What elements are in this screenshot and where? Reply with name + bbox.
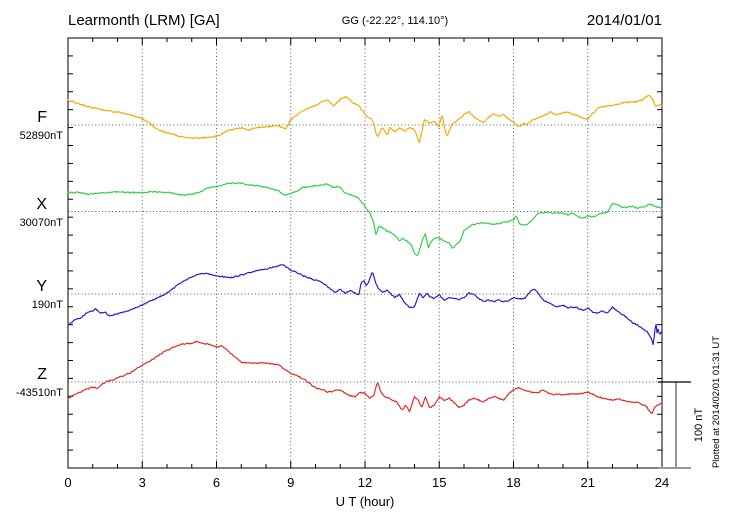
channel-value-z: -43510nT [16,387,63,399]
date-label: 2014/01/01 [587,12,662,29]
x-tick-label-6: 6 [213,475,220,490]
x-tick-label-3: 3 [139,475,146,490]
plot-area [67,37,691,469]
plotted-at-label: Plotted at 2014/02/01 01:31 UT [711,336,722,468]
x-tick-label-18: 18 [506,475,520,490]
trace-Y [67,264,663,346]
coordinates-label: GG (-22.22°, 114.10°) [342,15,448,27]
scale-bar-label: 100 nT [693,408,705,443]
channel-label-y: Y [36,278,47,295]
x-tick-label-24: 24 [655,475,669,490]
trace-F [67,94,663,144]
x-tick-label-21: 21 [581,475,595,490]
plot-frame [67,37,663,469]
trace-Z [67,340,663,414]
channel-value-f: 52890nT [20,130,64,142]
trace-X [67,182,663,256]
channel-value-x: 30070nT [20,217,64,229]
x-axis-title: U T (hour) [336,494,395,509]
channel-label-z: Z [37,366,47,383]
channel-label-f: F [37,109,47,126]
x-tick-label-12: 12 [358,475,372,490]
station-title: Learmonth (LRM) [GA] [68,12,220,29]
x-tick-label-0: 0 [64,475,71,490]
channel-label-x: X [36,196,47,213]
x-tick-label-15: 15 [432,475,446,490]
x-tick-label-9: 9 [287,475,294,490]
channel-value-y: 190nT [32,299,63,311]
